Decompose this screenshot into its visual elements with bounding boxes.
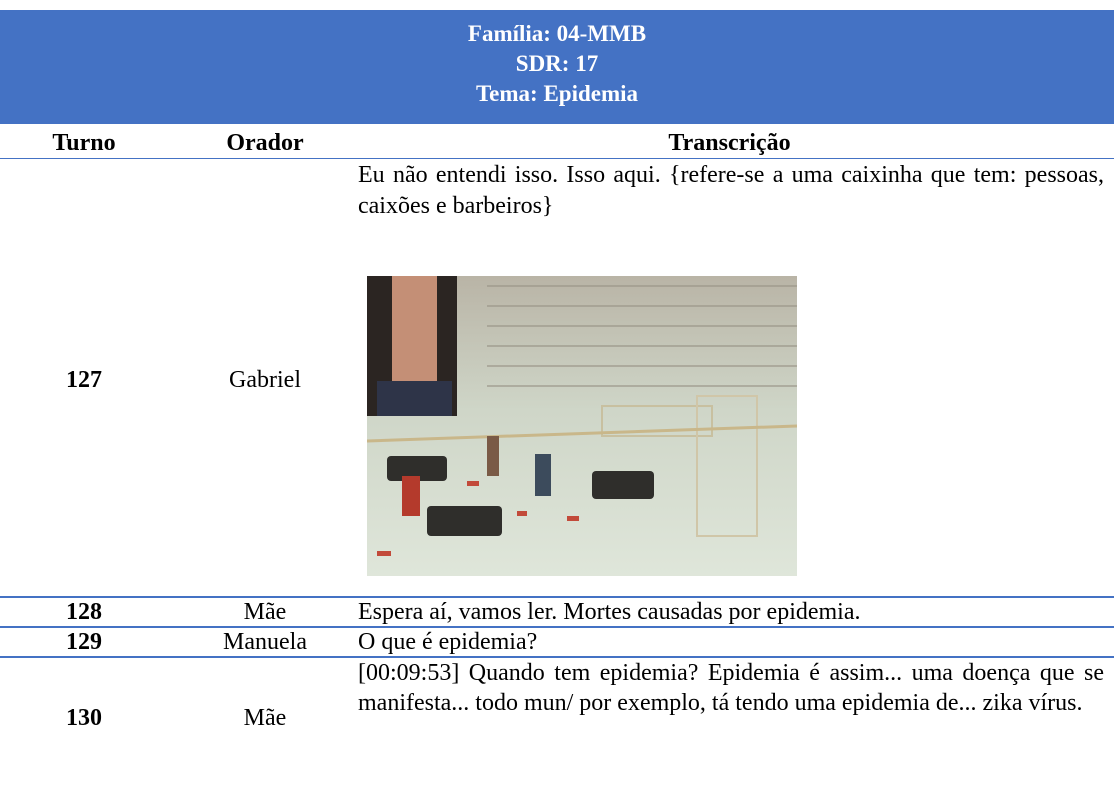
column-header: Transcrição [668,130,791,156]
speaker-cell: Manuela [223,629,307,655]
speaker-cell: Mãe [243,599,287,625]
photo [367,276,797,576]
speaker-cell: Mãe [243,705,287,731]
turn-cell: 127 [66,367,102,393]
header-line: Família: 04-MMB [467,21,647,46]
row-rule [0,158,1114,159]
transcript-cell: [00:09:53] Quando tem epidemia? Epidemia… [358,660,1104,716]
row-rule [0,596,1114,598]
column-header: Orador [226,130,304,156]
header-line: Tema: Epidemia [475,81,639,106]
row-rule [0,626,1114,628]
turn-cell: 128 [66,599,102,625]
turn-cell: 129 [66,629,102,655]
row-rule [0,656,1114,658]
column-header: Turno [52,130,116,156]
transcript-cell: O que é epidemia? [358,629,538,655]
transcript-cell: Eu não entendi isso. Isso aqui. {refere-… [358,162,1104,219]
transcript-cell: Espera aí, vamos ler. Mortes causadas po… [358,599,861,625]
header-band [0,10,1114,124]
turn-cell: 130 [66,705,102,731]
header-line: SDR: 17 [515,51,599,76]
speaker-cell: Gabriel [229,367,301,393]
